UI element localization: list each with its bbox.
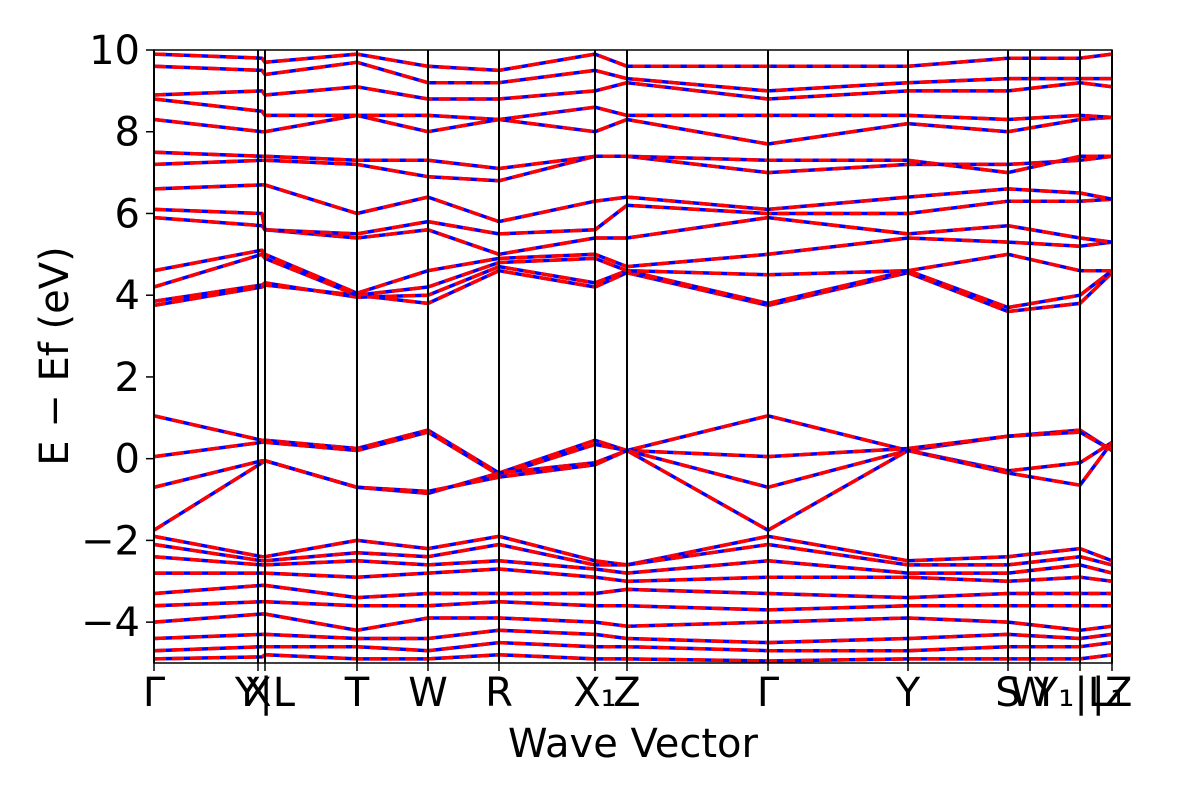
x-axis-label: Wave Vector <box>508 721 759 767</box>
x-tick-label: Y₁|L₁ <box>1033 670 1126 716</box>
x-tick-label: Y|L <box>234 670 296 716</box>
x-tick-label: Y <box>895 670 921 716</box>
y-tick-label: 8 <box>115 110 140 156</box>
x-tick-label: W <box>1010 670 1050 716</box>
y-tick-label: 6 <box>115 191 140 237</box>
x-tick-label: R <box>485 670 513 716</box>
x-tick-label: Γ <box>143 670 166 716</box>
y-tick-label: 0 <box>115 437 140 483</box>
band-line <box>154 583 1112 600</box>
x-tick-label: Γ <box>757 670 780 716</box>
band-line <box>154 52 1112 73</box>
band-line <box>154 215 1112 257</box>
band-line <box>154 441 1112 532</box>
x-tick-label: X <box>244 670 271 716</box>
x-tick-label: |Z <box>1092 670 1133 716</box>
band-line <box>154 236 1112 295</box>
band-line <box>154 534 1112 567</box>
y-tick-label: 10 <box>89 28 140 74</box>
y-axis-label: E − Ef (eV) <box>32 246 78 465</box>
x-tick-label: W <box>408 670 448 716</box>
band-line <box>154 183 1112 224</box>
x-tick-label: X₁ <box>573 670 616 716</box>
band-line <box>154 612 1112 633</box>
band-line <box>154 653 1112 663</box>
x-tick-label: Z <box>613 670 640 716</box>
x-tick-label: S <box>995 670 1020 716</box>
y-tick-label: −2 <box>81 518 140 564</box>
y-tick-label: 4 <box>115 273 140 319</box>
plot-frame <box>153 49 1113 664</box>
x-tick-label: T <box>344 670 370 716</box>
y-tick-label: 2 <box>115 355 140 401</box>
y-tick-label: −4 <box>81 600 140 646</box>
